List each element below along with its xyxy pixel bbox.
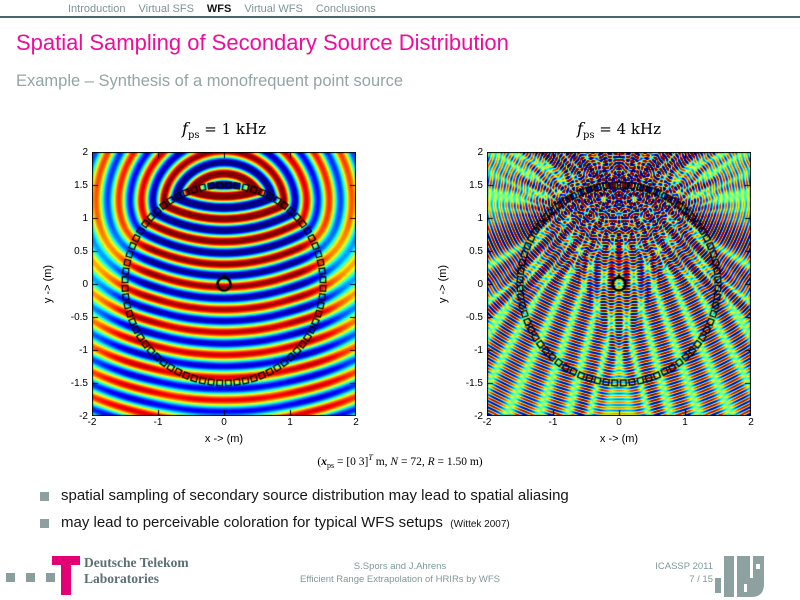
brand-line1: Deutsche Telekom bbox=[84, 555, 189, 570]
footer: Deutsche Telekom Laboratories S.Spors an… bbox=[0, 552, 800, 600]
bullet-text: spatial sampling of secondary source dis… bbox=[61, 487, 569, 504]
nav-item-conclusions[interactable]: Conclusions bbox=[315, 3, 376, 15]
y-tick-label: -1 bbox=[474, 345, 483, 356]
y-axis-ticks: 2 1.5 1 0.5 0 -0.5 -1 -1.5 -2 bbox=[62, 147, 88, 422]
x-tick-label: 1 bbox=[287, 417, 293, 428]
telekom-dot-icon bbox=[46, 573, 55, 582]
y-axis-ticks: 2 1.5 1 0.5 0 -0.5 -1 -1.5 -2 bbox=[457, 147, 483, 422]
wavefield-plot-4khz: fps = 4 kHz y -> (m) 2 1.5 1 0.5 0 -0.5 -1 -1.5… bbox=[437, 119, 754, 445]
x-axis-ticks: -2 -1 0 1 2 bbox=[483, 417, 754, 429]
y-tick-label: -1 bbox=[79, 345, 88, 356]
plot-title-1khz: fps = 1 kHz bbox=[182, 119, 266, 141]
slide-subtitle: Example – Synthesis of a monofrequent po… bbox=[16, 72, 404, 90]
slide-title: Spatial Sampling of Secondary Source Dis… bbox=[16, 30, 509, 55]
nav-item-wfs[interactable]: WFS bbox=[206, 3, 232, 15]
x-axis-ticks: -2 -1 0 1 2 bbox=[88, 417, 359, 429]
telekom-dot-icon bbox=[6, 573, 15, 582]
citation: (Wittek 2007) bbox=[450, 519, 510, 530]
bullet-square-icon bbox=[40, 519, 49, 528]
y-tick-label: 0.5 bbox=[469, 246, 483, 257]
list-item: may lead to perceivable coloration for t… bbox=[40, 514, 780, 532]
y-tick-label: 2 bbox=[477, 147, 483, 158]
bullet-square-icon bbox=[40, 492, 49, 501]
brand-line2: Laboratories bbox=[84, 571, 159, 586]
x-tick-label: -1 bbox=[548, 417, 558, 428]
bullet-list: spatial sampling of secondary source dis… bbox=[40, 487, 780, 542]
bullet-text: may lead to perceivable coloration for t… bbox=[61, 514, 443, 531]
y-tick-label: 1 bbox=[82, 213, 88, 224]
x-tick-label: 1 bbox=[682, 417, 688, 428]
y-axis-label: y -> (m) bbox=[42, 264, 54, 304]
y-tick-label: 1.5 bbox=[469, 180, 483, 191]
y-tick-label: -2 bbox=[79, 411, 88, 422]
x-tick-label: -1 bbox=[153, 417, 163, 428]
telekom-dot-icon bbox=[26, 573, 35, 582]
plot-title-4khz: fps = 4 kHz bbox=[577, 119, 661, 141]
x-axis-label: x -> (m) bbox=[599, 433, 639, 445]
y-tick-label: 1.5 bbox=[74, 180, 88, 191]
y-tick-label: 0.5 bbox=[74, 246, 88, 257]
y-tick-label: -1.5 bbox=[465, 378, 483, 389]
x-tick-label: -2 bbox=[87, 417, 97, 428]
y-tick-label: -0.5 bbox=[465, 312, 483, 323]
y-tick-label: 1 bbox=[477, 213, 483, 224]
x-axis-label: x -> (m) bbox=[204, 433, 244, 445]
y-tick-label: -1.5 bbox=[70, 378, 88, 389]
y-tick-label: 0 bbox=[477, 279, 483, 290]
nav-bar: Introduction Virtual SFS WFS Virtual WFS… bbox=[68, 3, 376, 15]
y-tick-label: -0.5 bbox=[70, 312, 88, 323]
nav-item-virtual-wfs[interactable]: Virtual WFS bbox=[244, 3, 303, 15]
wavefield-plot-1khz: fps = 1 kHz y -> (m) 2 1.5 1 0.5 0 -0.5 -1 -1.5… bbox=[42, 119, 359, 445]
x-tick-label: 2 bbox=[353, 417, 359, 428]
page-number: 7 / 15 bbox=[689, 574, 713, 585]
y-tick-label: 2 bbox=[82, 147, 88, 158]
x-tick-label: -2 bbox=[482, 417, 492, 428]
nav-item-virtual-sfs[interactable]: Virtual SFS bbox=[138, 3, 194, 15]
y-tick-label: 0 bbox=[82, 279, 88, 290]
x-tick-label: 2 bbox=[748, 417, 754, 428]
authors: S.Spors and J.Ahrens bbox=[353, 561, 447, 572]
figure-caption: (xps = [0 3]T m, N = 72, R = 1.50 m) bbox=[317, 453, 483, 471]
footer-center: S.Spors and J.Ahrens Efficient Range Ext… bbox=[220, 560, 580, 586]
paper-title: Efficient Range Extrapolation of HRIRs b… bbox=[300, 574, 500, 585]
x-tick-label: 0 bbox=[221, 417, 227, 428]
tu-berlin-logo-icon bbox=[715, 556, 764, 597]
brand-name: Deutsche Telekom Laboratories bbox=[84, 555, 189, 587]
nav-item-introduction[interactable]: Introduction bbox=[68, 3, 126, 15]
telekom-t-logo bbox=[61, 556, 71, 595]
wavefield-canvas-1khz bbox=[92, 152, 356, 416]
list-item: spatial sampling of secondary source dis… bbox=[40, 487, 780, 504]
x-tick-label: 0 bbox=[616, 417, 622, 428]
y-axis-label: y -> (m) bbox=[437, 264, 449, 304]
y-tick-label: -2 bbox=[474, 411, 483, 422]
wavefield-canvas-4khz bbox=[487, 152, 751, 416]
nav-divider bbox=[0, 16, 800, 18]
conference-name: ICASSP 2011 bbox=[655, 561, 713, 572]
footer-right: ICASSP 2011 7 / 15 bbox=[655, 560, 713, 586]
